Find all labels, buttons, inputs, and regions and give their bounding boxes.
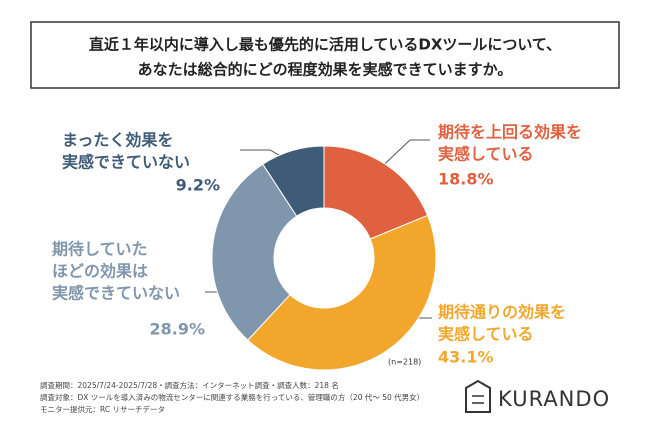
value-label: 43.1%	[438, 348, 494, 367]
slice-label: 期待していた	[52, 240, 148, 259]
slice-label: 実感できていない	[62, 153, 190, 172]
footer-text: 調査期間：2025/7/24-2025/7/28・調査方法：インターネット調査・…	[40, 380, 339, 390]
value-label: 9.2%	[176, 176, 220, 195]
logo: KURANDO	[465, 379, 610, 413]
pie-slice	[262, 145, 325, 217]
slice-label: 実感している	[438, 145, 534, 164]
sample-note: (n=218)	[388, 358, 421, 367]
chart-title: 直近１年以内に導入し最も優先的に活用しているDXツールについて、	[89, 36, 561, 54]
pie-slice	[323, 145, 429, 240]
slice-label: まったく効果を	[62, 131, 173, 150]
chart-title: あなたは総合的にどの程度効果を実感できていますか。	[138, 61, 513, 79]
footer-text: モニター提供元：RC リサーチデータ	[40, 404, 165, 414]
footer-text: 調査対象：DX ツールを導入済みの物流センターに関連する業務を行っている、管理職…	[40, 392, 424, 402]
slice-label: 実感できていない	[52, 284, 180, 303]
pie-slice	[247, 214, 437, 371]
value-label: 28.9%	[149, 320, 205, 339]
slice-label: ほどの効果は	[52, 262, 148, 281]
slice-label: 期待通りの効果を	[438, 303, 566, 322]
pie-slice	[211, 163, 298, 341]
title-box	[30, 21, 620, 89]
value-label: 18.8%	[438, 170, 494, 189]
brand-name: KURANDO	[498, 387, 610, 411]
slice-label: 期待を上回る効果を	[438, 123, 582, 142]
slice-label: 実感している	[438, 325, 534, 344]
